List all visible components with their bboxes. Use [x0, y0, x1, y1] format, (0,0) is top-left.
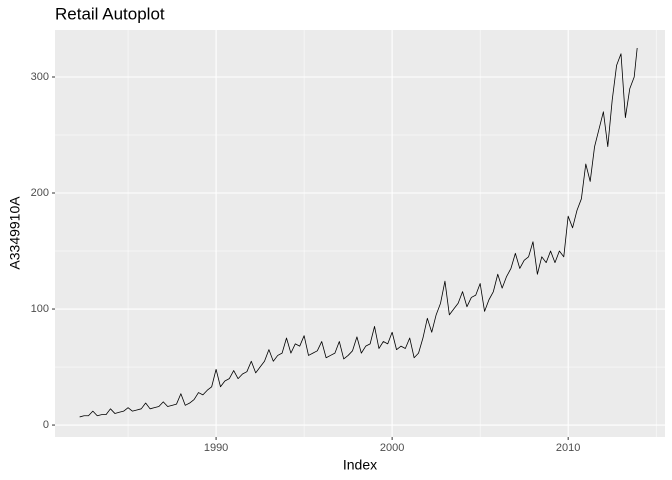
series-line	[79, 47, 638, 418]
x-tick-label: 1990	[204, 442, 228, 454]
x-tick-label: 2010	[556, 442, 580, 454]
panel	[55, 30, 665, 437]
marks	[79, 47, 638, 418]
chart-title: Retail Autoplot	[55, 4, 165, 23]
y-axis-title: A3349910A	[7, 196, 23, 270]
x-axis-title: Index	[343, 457, 377, 473]
y-tick-label: 300	[31, 71, 49, 83]
grid	[55, 30, 665, 437]
x-tick-label: 2000	[380, 442, 404, 454]
y-tick-label: 0	[43, 419, 49, 431]
y-tick-label: 200	[31, 187, 49, 199]
y-tick-label: 100	[31, 303, 49, 315]
